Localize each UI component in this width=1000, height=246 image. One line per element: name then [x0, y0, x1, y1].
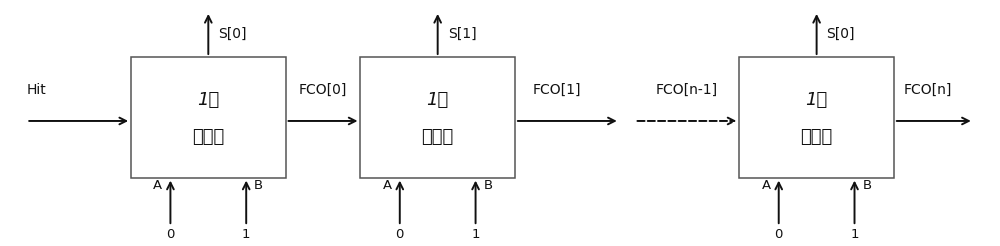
Text: A: A	[153, 179, 162, 192]
Bar	[739, 57, 894, 178]
Text: 1: 1	[242, 229, 250, 242]
Text: Hit: Hit	[26, 83, 46, 97]
Text: FCO[n-1]: FCO[n-1]	[656, 83, 718, 97]
Text: B: B	[254, 179, 263, 192]
Text: FCO[1]: FCO[1]	[533, 83, 581, 97]
Text: B: B	[484, 179, 493, 192]
Text: FCO[n]: FCO[n]	[904, 83, 952, 97]
Text: 加法器: 加法器	[422, 128, 454, 146]
Text: 加法器: 加法器	[192, 128, 224, 146]
Text: 0: 0	[396, 229, 404, 242]
Text: 加法器: 加法器	[800, 128, 833, 146]
Text: S[0]: S[0]	[218, 27, 247, 41]
Text: A: A	[762, 179, 771, 192]
Text: S[0]: S[0]	[827, 27, 855, 41]
Text: 1: 1	[850, 229, 859, 242]
Text: 1位: 1位	[427, 92, 449, 109]
Text: FCO[0]: FCO[0]	[299, 83, 347, 97]
Bar	[131, 57, 286, 178]
Text: 1: 1	[471, 229, 480, 242]
Bar	[360, 57, 515, 178]
Text: 0: 0	[775, 229, 783, 242]
Text: 1位: 1位	[805, 92, 828, 109]
Text: S[1]: S[1]	[448, 27, 476, 41]
Text: 0: 0	[166, 229, 175, 242]
Text: 1位: 1位	[197, 92, 219, 109]
Text: B: B	[862, 179, 872, 192]
Text: A: A	[383, 179, 392, 192]
